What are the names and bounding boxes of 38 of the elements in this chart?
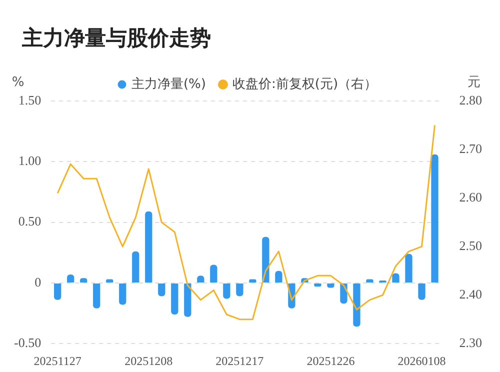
bar	[119, 283, 126, 305]
y2-tick-label: 2.50	[459, 238, 482, 253]
y2-tick-label: 2.80	[459, 92, 482, 108]
y2-tick-label: 2.30	[459, 335, 482, 350]
legend-label: 收盘价:前复权(元)（右）	[232, 76, 378, 92]
bar	[93, 283, 100, 308]
x-tick-label: 20251127	[34, 354, 82, 368]
bar	[353, 283, 360, 327]
bar	[171, 283, 178, 314]
bar	[405, 254, 412, 282]
y-tick-label: -0.50	[14, 335, 42, 350]
y-axis-title: %	[12, 74, 24, 90]
chart-title: 主力净量与股价走势	[21, 25, 212, 52]
bar	[431, 154, 438, 282]
y-tick-label: 1.00	[18, 153, 42, 168]
bar	[132, 251, 140, 282]
bar	[145, 211, 152, 282]
bar	[223, 283, 230, 299]
legend-label: 主力净量(%)	[131, 76, 206, 92]
x-tick-label: 20260108	[398, 354, 446, 368]
bar	[275, 270, 282, 282]
bar	[158, 283, 166, 296]
y2-tick-label: 2.40	[459, 286, 482, 302]
y2-tick-label: 2.60	[459, 189, 482, 204]
bar	[54, 283, 62, 300]
bar	[236, 283, 244, 296]
y2-axis-title: 元	[468, 74, 480, 90]
bar	[262, 236, 270, 282]
bar	[184, 283, 192, 317]
y-tick-label: 0	[34, 274, 42, 290]
y-tick-label: 0.50	[18, 214, 42, 229]
y2-tick-label: 2.70	[459, 140, 482, 156]
x-tick-label: 20251208	[124, 354, 173, 368]
x-tick-label: 20251226	[306, 354, 355, 368]
bar	[418, 283, 426, 300]
x-tick-label: 20251217	[216, 354, 264, 368]
bar	[210, 264, 218, 282]
y-tick-label: 1.50	[18, 92, 42, 108]
